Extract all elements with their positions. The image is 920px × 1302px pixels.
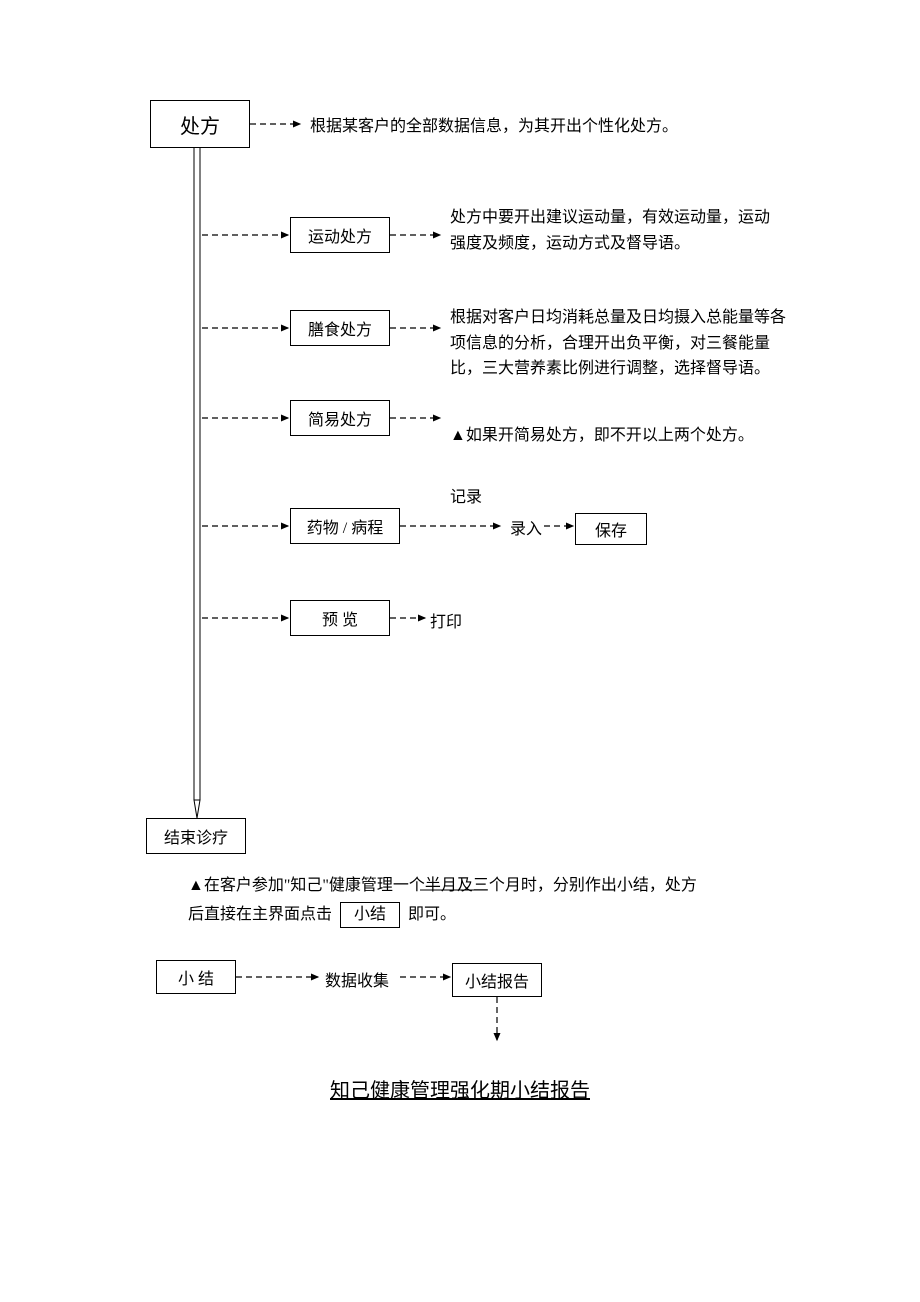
node-summary-label: 小 结 (178, 965, 214, 989)
report-title: 知己健康管理强化期小结报告 (310, 1074, 610, 1103)
node-prescription-label: 处方 (180, 110, 220, 139)
label-collect: 数据收集 (325, 969, 415, 995)
node-summary: 小 结 (156, 960, 236, 994)
label-collect-text: 数据收集 (325, 973, 389, 990)
diagram-svg (0, 0, 920, 1302)
label-input-text: 录入 (510, 521, 542, 538)
label-record-text: 记录 (450, 489, 482, 506)
node-summary-inline: 小结 (340, 902, 400, 928)
node-summary-report-label: 小结报告 (465, 968, 529, 992)
report-title-text: 知己健康管理强化期小结报告 (330, 1080, 590, 1102)
desc-exercise-text: 处方中要开出建议运动量，有效运动量，运动强度及频度，运动方式及督导语。 (450, 209, 770, 252)
desc-prescription: 根据某客户的全部数据信息，为其开出个性化处方。 (310, 114, 730, 140)
node-exercise-label: 运动处方 (308, 223, 372, 247)
node-save-label: 保存 (595, 517, 627, 541)
desc-summary: ▲在客户参加"知己"健康管理一个半月及三个月时，分别作出小结，处方后直接在主界面… (188, 872, 698, 930)
node-simple: 简易处方 (290, 400, 390, 436)
node-exercise: 运动处方 (290, 217, 390, 253)
node-diet: 膳食处方 (290, 310, 390, 346)
label-print-text: 打印 (430, 614, 462, 631)
label-print: 打印 (430, 610, 490, 636)
desc-summary-after: 即可。 (408, 906, 456, 923)
desc-diet: 根据对客户日均消耗总量及日均摄入总能量等各项信息的分析，合理开出负平衡，对三餐能… (450, 305, 790, 382)
desc-simple: ▲如果开简易处方，即不开以上两个处方。 (450, 423, 790, 449)
desc-exercise: 处方中要开出建议运动量，有效运动量，运动强度及频度，运动方式及督导语。 (450, 205, 770, 256)
node-summary-inline-label: 小结 (354, 901, 386, 930)
desc-prescription-text: 根据某客户的全部数据信息，为其开出个性化处方。 (310, 118, 678, 135)
node-preview: 预 览 (290, 600, 390, 636)
node-summary-report: 小结报告 (452, 963, 542, 997)
node-simple-label: 简易处方 (308, 406, 372, 430)
node-drug-label: 药物 / 病程 (307, 514, 383, 538)
node-end: 结束诊疗 (146, 818, 246, 854)
node-drug: 药物 / 病程 (290, 508, 400, 544)
node-preview-label: 预 览 (322, 606, 358, 630)
label-input: 录入 (510, 517, 570, 543)
node-prescription: 处方 (150, 100, 250, 148)
node-diet-label: 膳食处方 (308, 316, 372, 340)
node-end-label: 结束诊疗 (164, 824, 228, 848)
label-record: 记录 (450, 485, 510, 511)
node-save: 保存 (575, 513, 647, 545)
desc-simple-text: ▲如果开简易处方，即不开以上两个处方。 (450, 427, 754, 444)
desc-diet-text: 根据对客户日均消耗总量及日均摄入总能量等各项信息的分析，合理开出负平衡，对三餐能… (450, 309, 786, 377)
